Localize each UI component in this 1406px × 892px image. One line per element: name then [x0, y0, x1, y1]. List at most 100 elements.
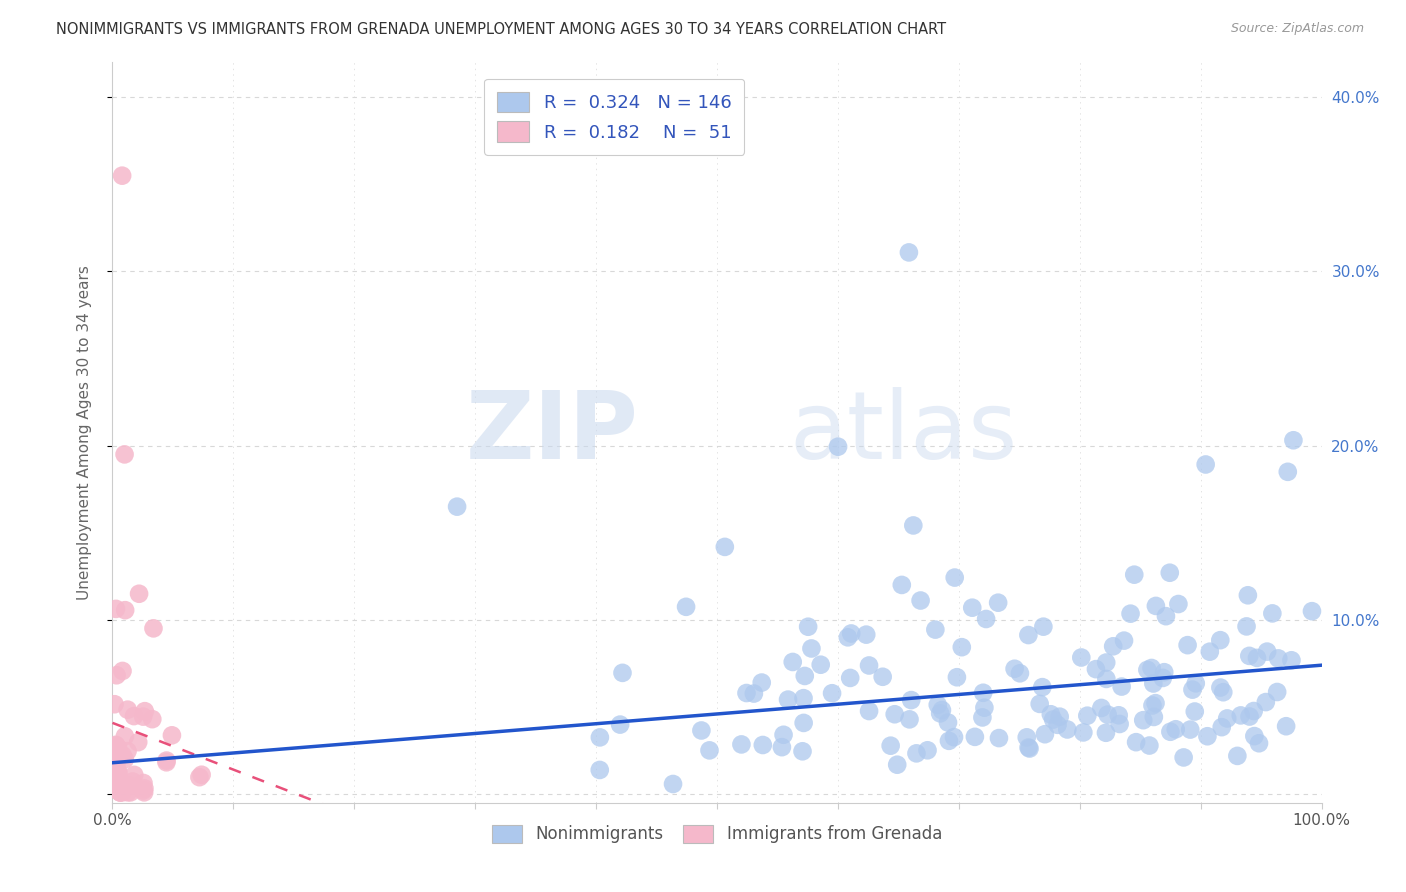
Point	[1039, 707, 1062, 722]
Point	[782, 655, 804, 669]
Point	[1216, 711, 1239, 725]
Point	[1212, 685, 1234, 699]
Point	[1243, 704, 1265, 718]
Point	[1084, 662, 1107, 676]
Point	[987, 731, 1010, 745]
Point	[1070, 650, 1092, 665]
Point	[974, 612, 997, 626]
Point	[1153, 665, 1175, 680]
Point	[1277, 465, 1299, 479]
Point	[1152, 671, 1174, 685]
Point	[1180, 723, 1202, 737]
Point	[1108, 708, 1130, 723]
Point	[120, 785, 142, 799]
Point	[858, 704, 880, 718]
Point	[879, 739, 901, 753]
Point	[114, 752, 136, 766]
Point	[1197, 729, 1219, 743]
Point	[751, 675, 773, 690]
Point	[1049, 709, 1071, 723]
Point	[104, 738, 127, 752]
Point	[1237, 588, 1260, 602]
Point	[752, 738, 775, 752]
Point	[963, 730, 986, 744]
Point	[1282, 434, 1305, 448]
Point	[943, 730, 966, 744]
Point	[114, 729, 136, 743]
Point	[793, 715, 815, 730]
Point	[132, 709, 155, 723]
Point	[1144, 696, 1167, 710]
Point	[103, 772, 125, 786]
Point	[1184, 676, 1206, 690]
Point	[1031, 680, 1053, 694]
Point	[1032, 620, 1054, 634]
Point	[793, 669, 815, 683]
Text: ZIP: ZIP	[465, 386, 638, 479]
Point	[950, 640, 973, 655]
Point	[1136, 663, 1159, 677]
Point	[1211, 720, 1233, 734]
Point	[1281, 653, 1303, 667]
Point	[1090, 701, 1112, 715]
Point	[1265, 685, 1288, 699]
Point	[1261, 607, 1284, 621]
Point	[1195, 458, 1218, 472]
Point	[1267, 651, 1289, 665]
Point	[858, 658, 880, 673]
Point	[128, 587, 150, 601]
Point	[675, 599, 697, 614]
Point	[1243, 729, 1265, 743]
Point	[1142, 676, 1164, 690]
Point	[160, 728, 183, 742]
Point	[936, 715, 959, 730]
Point	[1209, 681, 1232, 695]
Point	[1236, 619, 1258, 633]
Point	[1177, 638, 1199, 652]
Legend: Nonimmigrants, Immigrants from Grenada: Nonimmigrants, Immigrants from Grenada	[485, 818, 949, 850]
Point	[134, 704, 156, 718]
Point	[1095, 672, 1118, 686]
Point	[810, 657, 832, 672]
Point	[821, 686, 844, 700]
Point	[107, 765, 129, 780]
Point	[155, 754, 177, 768]
Point	[1209, 633, 1232, 648]
Point	[1229, 708, 1251, 723]
Point	[1095, 725, 1118, 739]
Point	[938, 734, 960, 748]
Point	[972, 710, 994, 724]
Point	[929, 706, 952, 721]
Point	[111, 169, 134, 183]
Point	[917, 743, 939, 757]
Point	[735, 686, 758, 700]
Point	[972, 686, 994, 700]
Point	[1018, 741, 1040, 756]
Point	[924, 623, 946, 637]
Point	[886, 757, 908, 772]
Point	[589, 731, 612, 745]
Point	[772, 728, 794, 742]
Point	[118, 779, 141, 793]
Point	[827, 440, 849, 454]
Point	[1042, 713, 1064, 727]
Point	[612, 665, 634, 680]
Point	[1181, 682, 1204, 697]
Point	[931, 703, 953, 717]
Point	[114, 603, 136, 617]
Point	[1095, 656, 1118, 670]
Point	[1112, 633, 1135, 648]
Point	[1028, 697, 1050, 711]
Point	[730, 738, 752, 752]
Point	[108, 785, 131, 799]
Point	[1184, 705, 1206, 719]
Point	[1102, 640, 1125, 654]
Point	[839, 671, 862, 685]
Point	[1246, 651, 1268, 665]
Point	[134, 781, 156, 796]
Point	[1046, 718, 1069, 732]
Point	[1073, 725, 1095, 739]
Point	[105, 668, 128, 682]
Point	[903, 518, 925, 533]
Y-axis label: Unemployment Among Ages 30 to 34 years: Unemployment Among Ages 30 to 34 years	[77, 265, 91, 600]
